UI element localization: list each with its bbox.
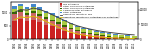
Bar [50,20,55,21]
Bar [132,36,136,38]
Bar [126,36,130,38]
Bar [18,10,23,12]
Bar [113,35,118,37]
Bar [94,35,99,37]
Bar [37,22,42,39]
Bar [12,14,17,21]
Bar [31,11,36,13]
Bar [18,4,23,6]
Bar [75,34,80,39]
Bar [12,9,17,12]
Bar [100,36,105,37]
Bar [106,37,111,38]
Bar [18,12,23,19]
Bar [88,30,92,33]
Bar [94,37,99,39]
Bar [62,27,67,31]
Bar [62,21,67,25]
Bar [100,32,105,33]
Bar [12,12,17,14]
Bar [69,23,74,24]
Bar [62,25,67,27]
Bar [44,11,48,13]
Bar [94,34,99,35]
Bar [81,29,86,32]
Bar [18,19,23,39]
Bar [44,25,48,39]
Bar [75,30,80,31]
Bar [81,35,86,39]
Bar [88,36,92,39]
Bar [37,16,42,22]
Bar [88,33,92,34]
Bar [69,28,74,29]
Bar [94,32,99,34]
Bar [50,21,55,26]
Bar [62,31,67,39]
Bar [37,10,42,14]
Bar [50,26,55,39]
Bar [75,31,80,34]
Bar [56,29,61,39]
Bar [56,18,61,22]
Bar [62,20,67,21]
Bar [50,15,55,20]
Bar [113,37,118,38]
Bar [25,7,29,9]
Bar [119,38,124,39]
Bar [56,24,61,29]
Bar [50,13,55,15]
Bar [113,34,118,35]
Bar [31,4,36,7]
Bar [25,13,29,15]
Bar [44,19,48,25]
Legend: SE4 outbreaks, Other Salmonella outbreaks, Other Salmonella outbreaks, Campyloba: SE4 outbreaks, Other Salmonella outbreak… [59,2,119,18]
Bar [25,15,29,21]
Bar [69,29,74,33]
Bar [69,24,74,28]
Bar [100,35,105,36]
Bar [75,26,80,27]
Bar [31,20,36,39]
Bar [119,35,124,37]
Bar [88,34,92,36]
Bar [113,38,118,39]
Bar [69,33,74,39]
Bar [81,28,86,29]
Bar [81,33,86,35]
Bar [37,7,42,10]
Bar [100,37,105,39]
Bar [106,36,111,37]
Bar [106,33,111,34]
Bar [56,22,61,24]
Bar [37,14,42,16]
Bar [106,34,111,36]
Bar [126,38,130,39]
Bar [106,38,111,39]
Bar [44,17,48,19]
Bar [94,31,99,32]
Bar [126,35,130,36]
Bar [12,21,17,39]
Bar [12,6,17,9]
Bar [18,6,23,10]
Bar [132,38,136,39]
Bar [31,7,36,11]
Bar [25,9,29,13]
Bar [88,29,92,30]
Bar [44,13,48,17]
Bar [31,13,36,20]
Bar [81,32,86,33]
Bar [25,21,29,39]
Bar [75,27,80,30]
Bar [56,16,61,18]
Bar [119,37,124,38]
Bar [100,33,105,35]
